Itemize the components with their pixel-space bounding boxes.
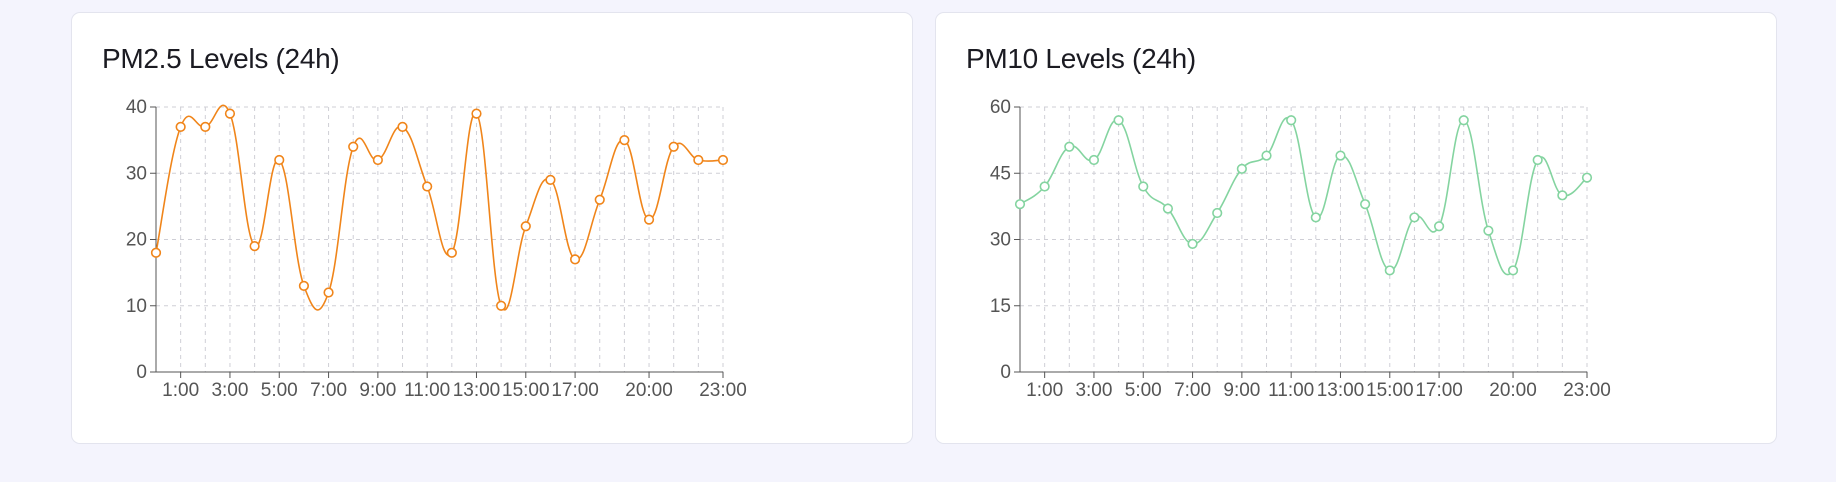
x-tick-label: 9:00 bbox=[359, 380, 396, 401]
data-point bbox=[1212, 207, 1223, 219]
x-tick-label: 15:00 bbox=[1366, 380, 1414, 401]
y-tick-label: 40 bbox=[126, 97, 147, 118]
x-tick-label: 5:00 bbox=[261, 380, 298, 401]
data-point bbox=[619, 135, 630, 146]
data-point bbox=[1433, 221, 1445, 232]
data-point bbox=[1286, 115, 1297, 126]
x-tick-label: 13:00 bbox=[453, 380, 501, 401]
data-point bbox=[1236, 163, 1247, 174]
x-tick-label: 1:00 bbox=[162, 380, 199, 401]
data-point bbox=[1483, 225, 1494, 236]
x-tick-label: 17:00 bbox=[1415, 380, 1463, 401]
data-point bbox=[496, 300, 507, 311]
data-point bbox=[1261, 150, 1272, 161]
data-point bbox=[1162, 203, 1174, 214]
data-point bbox=[1039, 181, 1050, 192]
data-point bbox=[471, 108, 482, 119]
data-point bbox=[545, 174, 556, 185]
series-line bbox=[1019, 117, 1588, 276]
x-tick-label: 17:00 bbox=[551, 380, 599, 401]
x-tick-label: 20:00 bbox=[625, 380, 673, 401]
y-tick-label: 30 bbox=[990, 230, 1011, 251]
data-point bbox=[1064, 141, 1075, 152]
data-point bbox=[1360, 199, 1371, 210]
data-point bbox=[717, 154, 729, 166]
y-tick-label: 45 bbox=[990, 163, 1011, 184]
data-point bbox=[274, 154, 285, 166]
data-point bbox=[348, 141, 359, 152]
y-tick-label: 10 bbox=[126, 296, 147, 317]
data-point bbox=[422, 181, 433, 192]
x-tick-label: 5:00 bbox=[1125, 380, 1162, 401]
x-tick-label: 9:00 bbox=[1223, 380, 1260, 401]
data-point bbox=[372, 154, 383, 166]
data-point bbox=[1014, 199, 1026, 210]
x-tick-label: 3:00 bbox=[1075, 380, 1112, 401]
data-point bbox=[594, 194, 605, 205]
data-point bbox=[1384, 265, 1395, 276]
x-tick-label: 11:00 bbox=[1268, 380, 1314, 401]
pm25-chart-card: PM2.5 Levels (24h) 0 10 20 30 40 1:00 3:00 5:00… bbox=[71, 12, 913, 444]
data-point bbox=[1138, 181, 1149, 192]
data-point bbox=[643, 214, 655, 225]
data-point bbox=[175, 121, 186, 132]
pm10-chart-card: PM10 Levels (24h) 0 15 30 45 60 1:00 3:00 5:00 7… bbox=[935, 12, 1777, 444]
y-tick-label: 30 bbox=[126, 163, 147, 184]
x-tick-label: 15:00 bbox=[502, 380, 550, 401]
grid bbox=[1020, 106, 1588, 372]
x-tick-label: 7:00 bbox=[310, 380, 347, 401]
data-point bbox=[249, 241, 260, 252]
x-tick-label: 13:00 bbox=[1317, 380, 1365, 401]
data-point bbox=[1557, 190, 1568, 201]
y-tick-label: 15 bbox=[990, 296, 1011, 317]
chart-title: PM10 Levels (24h) bbox=[966, 43, 1196, 74]
data-point bbox=[1532, 154, 1543, 166]
data-point bbox=[1187, 238, 1198, 250]
chart-title: PM2.5 Levels (24h) bbox=[102, 43, 340, 74]
x-tick-label: 20:00 bbox=[1489, 380, 1537, 401]
y-tick-label: 60 bbox=[990, 97, 1011, 118]
data-point bbox=[1581, 172, 1593, 183]
data-point bbox=[150, 247, 162, 258]
data-point bbox=[1507, 265, 1519, 276]
data-point bbox=[298, 280, 310, 291]
data-point bbox=[397, 121, 408, 132]
x-tick-label: 23:00 bbox=[1563, 380, 1611, 401]
grid bbox=[156, 106, 724, 372]
x-tick-label: 7:00 bbox=[1174, 380, 1211, 401]
data-point bbox=[1335, 150, 1346, 161]
data-point bbox=[1113, 115, 1124, 126]
data-point bbox=[446, 247, 457, 258]
data-point bbox=[1310, 212, 1321, 223]
data-point bbox=[1458, 115, 1469, 126]
x-tick-label: 11:00 bbox=[404, 380, 450, 401]
data-point bbox=[520, 221, 531, 232]
y-tick-label: 0 bbox=[136, 362, 147, 383]
data-point bbox=[1088, 154, 1100, 166]
y-tick-label: 20 bbox=[126, 230, 147, 251]
y-tick-label: 0 bbox=[1000, 362, 1011, 383]
series-line bbox=[155, 104, 724, 311]
data-point bbox=[200, 121, 211, 132]
data-point bbox=[224, 108, 236, 119]
x-tick-label: 3:00 bbox=[211, 380, 248, 401]
data-point bbox=[323, 287, 334, 298]
data-point bbox=[1409, 212, 1420, 223]
data-point bbox=[668, 141, 679, 152]
data-point bbox=[693, 154, 704, 166]
x-tick-label: 1:00 bbox=[1026, 380, 1063, 401]
data-point bbox=[569, 254, 581, 265]
x-tick-label: 23:00 bbox=[699, 380, 747, 401]
